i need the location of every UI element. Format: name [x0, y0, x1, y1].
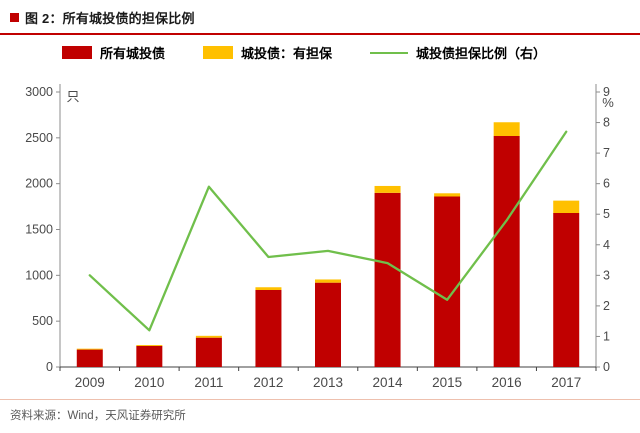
x-axis-tick-label: 2016 — [492, 375, 522, 390]
x-axis-tick-label: 2009 — [75, 375, 105, 390]
left-axis-unit-label: 只 — [66, 89, 79, 104]
x-axis-tick-label: 2015 — [432, 375, 462, 390]
right-axis-tick-label: 7 — [603, 146, 610, 160]
source-footer: 资料来源：Wind，天风证券研究所 — [0, 399, 640, 433]
x-axis-tick-label: 2012 — [253, 375, 283, 390]
right-axis-tick-label: 9 — [603, 85, 610, 99]
bar-all-2010 — [136, 345, 163, 367]
legend-item-guarantee-ratio: 城投债担保比例（右） — [370, 43, 546, 62]
x-axis-tick-label: 2010 — [134, 375, 164, 390]
x-axis-tick-label: 2017 — [551, 375, 581, 390]
legend-swatch-guaranteed-bonds — [203, 46, 234, 59]
left-axis-tick-label: 2500 — [25, 131, 53, 145]
bar-guaranteed-2009 — [76, 348, 103, 350]
legend-line-swatch-guarantee-ratio — [370, 51, 409, 54]
left-axis-tick-label: 0 — [46, 360, 53, 374]
bar-all-2013 — [315, 282, 341, 367]
x-axis-tick-label: 2011 — [194, 375, 223, 390]
bar-all-2016 — [493, 136, 520, 367]
legend-label-guarantee-ratio: 城投债担保比例（右） — [416, 46, 547, 61]
legend-item-guaranteed-bonds: 城投债：有担保 — [203, 43, 332, 62]
bar-all-2014 — [374, 192, 401, 367]
left-axis-tick-label: 3000 — [25, 85, 53, 99]
legend-item-all-bonds: 所有城投债 — [62, 43, 165, 62]
right-axis-unit-label: % — [602, 95, 614, 110]
red-square-bullet-icon — [10, 13, 19, 22]
bar-all-2012 — [255, 290, 282, 367]
figure-title: 图 2：所有城投债的担保比例 — [25, 11, 195, 26]
guarantee-ratio-line — [88, 130, 568, 332]
legend-label-guaranteed-bonds: 城投债：有担保 — [241, 46, 333, 61]
source-text: 资料来源：Wind，天风证券研究所 — [10, 410, 186, 422]
bar-guaranteed-2013 — [315, 279, 341, 283]
chart-legend: 所有城投债 城投债：有担保 城投债担保比例（右） — [0, 35, 640, 70]
right-axis-tick-label: 0 — [603, 360, 610, 374]
bar-all-2011 — [195, 337, 222, 367]
right-axis-tick-label: 4 — [603, 238, 610, 252]
right-axis-tick-label: 3 — [603, 268, 610, 282]
bar-all-2009 — [76, 349, 103, 367]
bar-guaranteed-2017 — [553, 200, 580, 213]
right-axis-tick-label: 5 — [603, 207, 610, 221]
right-axis-tick-label: 1 — [603, 329, 610, 343]
legend-label-all-bonds: 所有城投债 — [100, 46, 166, 61]
bar-guaranteed-2014 — [374, 185, 401, 193]
right-axis-tick-label: 6 — [603, 177, 610, 191]
bar-guaranteed-2015 — [434, 193, 461, 197]
left-axis-tick-label: 1000 — [25, 268, 53, 282]
right-axis-tick-label: 8 — [603, 116, 610, 130]
left-axis-tick-label: 500 — [32, 314, 53, 328]
legend-swatch-all-bonds — [62, 46, 92, 59]
left-axis-tick-label: 1500 — [25, 223, 53, 237]
right-axis-tick-label: 2 — [603, 299, 610, 313]
bar-all-2015 — [434, 196, 461, 367]
combo-chart: 0 500 1000 1500 2000 2500 3000 0 1 2 3 4 5 6 7 8 9 2009 20… — [25, 84, 614, 390]
chart-area: 0 500 1000 1500 2000 2500 3000 0 1 2 3 4 5 6 7 8 9 2009 20… — [0, 70, 640, 400]
x-axis-tick-label: 2014 — [373, 375, 404, 390]
bar-guaranteed-2012 — [255, 287, 282, 290]
bar-guaranteed-2016 — [493, 122, 520, 136]
bar-guaranteed-2011 — [195, 335, 222, 338]
bar-all-2017 — [553, 213, 580, 367]
left-axis-tick-label: 2000 — [25, 177, 53, 191]
figure-header: 图 2：所有城投债的担保比例 — [0, 0, 640, 35]
x-axis-tick-label: 2013 — [313, 375, 343, 390]
bar-guaranteed-2010 — [136, 345, 163, 346]
